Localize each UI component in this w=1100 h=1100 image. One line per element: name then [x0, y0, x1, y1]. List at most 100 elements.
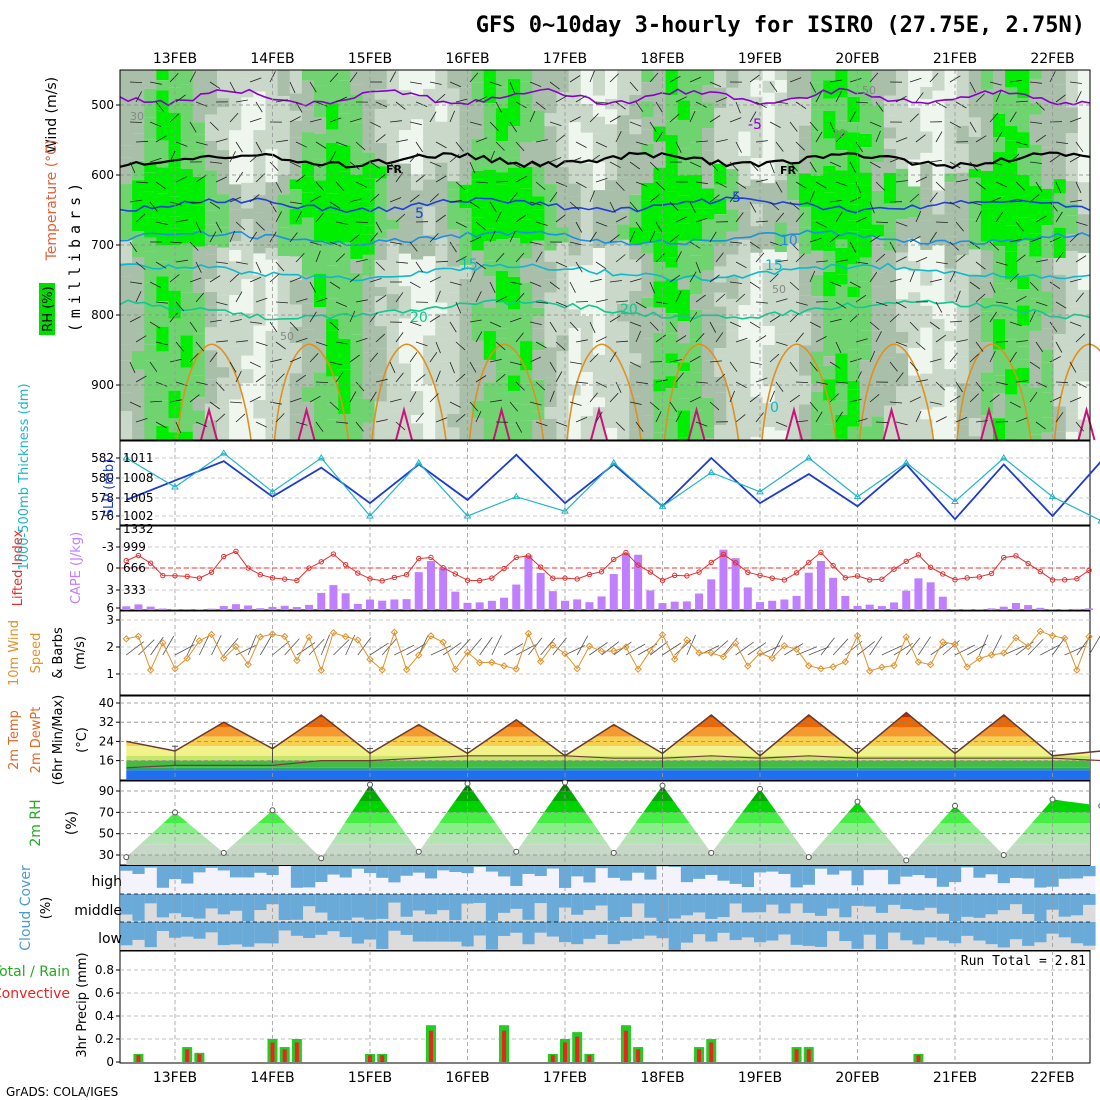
- wind-barb: [349, 354, 360, 363]
- rh-cell: [217, 98, 230, 108]
- rh-cell: [968, 136, 982, 170]
- rh-cell: [229, 96, 242, 131]
- wind-barb: [815, 181, 827, 189]
- rh-cell: [301, 244, 315, 276]
- rh-cell: [483, 400, 497, 421]
- rh-cell: [144, 191, 157, 218]
- cloud-cell: [412, 894, 426, 911]
- rh-cell: [471, 199, 485, 208]
- lifted-index-point: [903, 558, 909, 565]
- rh-cell: [1017, 367, 1030, 383]
- wind-barb: [815, 221, 827, 228]
- wind-barb: [815, 336, 827, 343]
- wind-barb: [789, 201, 800, 210]
- rh-cell: [605, 383, 618, 406]
- wind-speed-point: [951, 640, 959, 648]
- rh-cell: [592, 95, 606, 117]
- rh-cell: [314, 253, 327, 274]
- wind-barb: [175, 259, 188, 263]
- rh-cell: [786, 70, 800, 100]
- rh-cell: [520, 243, 533, 259]
- wind-barb: [909, 270, 915, 283]
- rh-cell: [896, 353, 909, 387]
- wind-barb: [609, 392, 619, 403]
- rh-cell: [1005, 87, 1018, 108]
- rh-cell: [204, 245, 218, 255]
- rh-cell: [835, 353, 849, 384]
- wind-barb: [575, 95, 587, 103]
- lifted-index-point: [793, 570, 800, 576]
- wind-barb: [575, 261, 583, 273]
- wind-barb: [569, 241, 582, 246]
- wind-barb: [155, 181, 167, 190]
- rh-cell: [786, 426, 800, 440]
- wind-barb: [169, 399, 182, 403]
- rh-cell: [568, 196, 582, 222]
- wind-barb: [829, 318, 842, 323]
- wind-barb: [395, 292, 404, 303]
- rh-cell: [156, 400, 170, 426]
- rh-cell: [1029, 265, 1043, 299]
- cloud-cell: [1058, 894, 1072, 917]
- lifted-index-point: [135, 552, 142, 559]
- wind-barb: [755, 377, 768, 383]
- rh-cell: [544, 104, 558, 114]
- lifted-index-point: [147, 560, 154, 566]
- wind-speed-point: [634, 665, 642, 673]
- rh-legend-swatch: [39, 283, 55, 335]
- cloud-cell: [1022, 922, 1035, 946]
- rh-cell: [144, 315, 157, 345]
- wind-barb: [415, 261, 424, 273]
- rh-cell: [774, 430, 788, 440]
- rh-cell: [835, 383, 849, 401]
- rh-cell: [508, 375, 521, 391]
- wind-barb: [1088, 635, 1100, 656]
- precip-ylabel-units: 3hr Precip (mm): [75, 952, 90, 1057]
- rh-cell: [835, 415, 849, 439]
- wind-barb: [1009, 401, 1021, 408]
- precip-panel: 0.80.60.40.20 Run Total = 2.81 Total / R…: [0, 950, 1091, 1069]
- rh-cell: [993, 349, 1006, 376]
- cloud-cell: [900, 866, 913, 877]
- rh-cell: [386, 133, 400, 145]
- wind-barb: [369, 642, 389, 656]
- rh-cell: [508, 337, 521, 354]
- wind-barb: [235, 171, 244, 183]
- rh-cell: [714, 292, 727, 307]
- rh-cell: [423, 256, 436, 281]
- wind-barb: [535, 421, 548, 427]
- rh-cell: [835, 120, 849, 131]
- cloud-cell: [205, 922, 219, 933]
- wind-barb: [975, 211, 982, 223]
- cloud-cell: [303, 866, 316, 888]
- wind-barb: [215, 138, 228, 143]
- rh-cell: [459, 319, 473, 345]
- temperature-contour: [492, 406, 511, 441]
- wind-barb: [669, 401, 678, 413]
- cape-bar: [975, 609, 984, 610]
- wind-barb: [689, 110, 696, 123]
- rh-cell: [823, 424, 836, 437]
- wind-barb: [595, 221, 608, 227]
- rh-cell: [326, 330, 339, 363]
- wind-barb: [1029, 391, 1038, 403]
- contour-label: 30: [832, 127, 846, 140]
- wind-barb: [249, 276, 262, 283]
- rh-cell: [338, 259, 351, 277]
- wind-barb: [929, 159, 942, 163]
- wind-barb: [615, 254, 626, 263]
- cloud-cell: [424, 894, 438, 915]
- wind-barb: [489, 230, 496, 243]
- cape-bar: [1085, 608, 1094, 610]
- rh-cell: [568, 355, 582, 385]
- cloud-cell: [656, 894, 669, 922]
- rh-cell: [362, 189, 376, 208]
- bottom-date-label: 13FEB: [153, 1070, 197, 1086]
- rh-cell: [483, 307, 497, 331]
- cloud-cell: [229, 922, 243, 945]
- wind-barb: [269, 401, 282, 405]
- slp-ylabel-thickness: 1000-500mb Thickness (dm): [17, 383, 32, 570]
- rh-cell: [883, 357, 897, 385]
- wind-barb: [875, 331, 882, 343]
